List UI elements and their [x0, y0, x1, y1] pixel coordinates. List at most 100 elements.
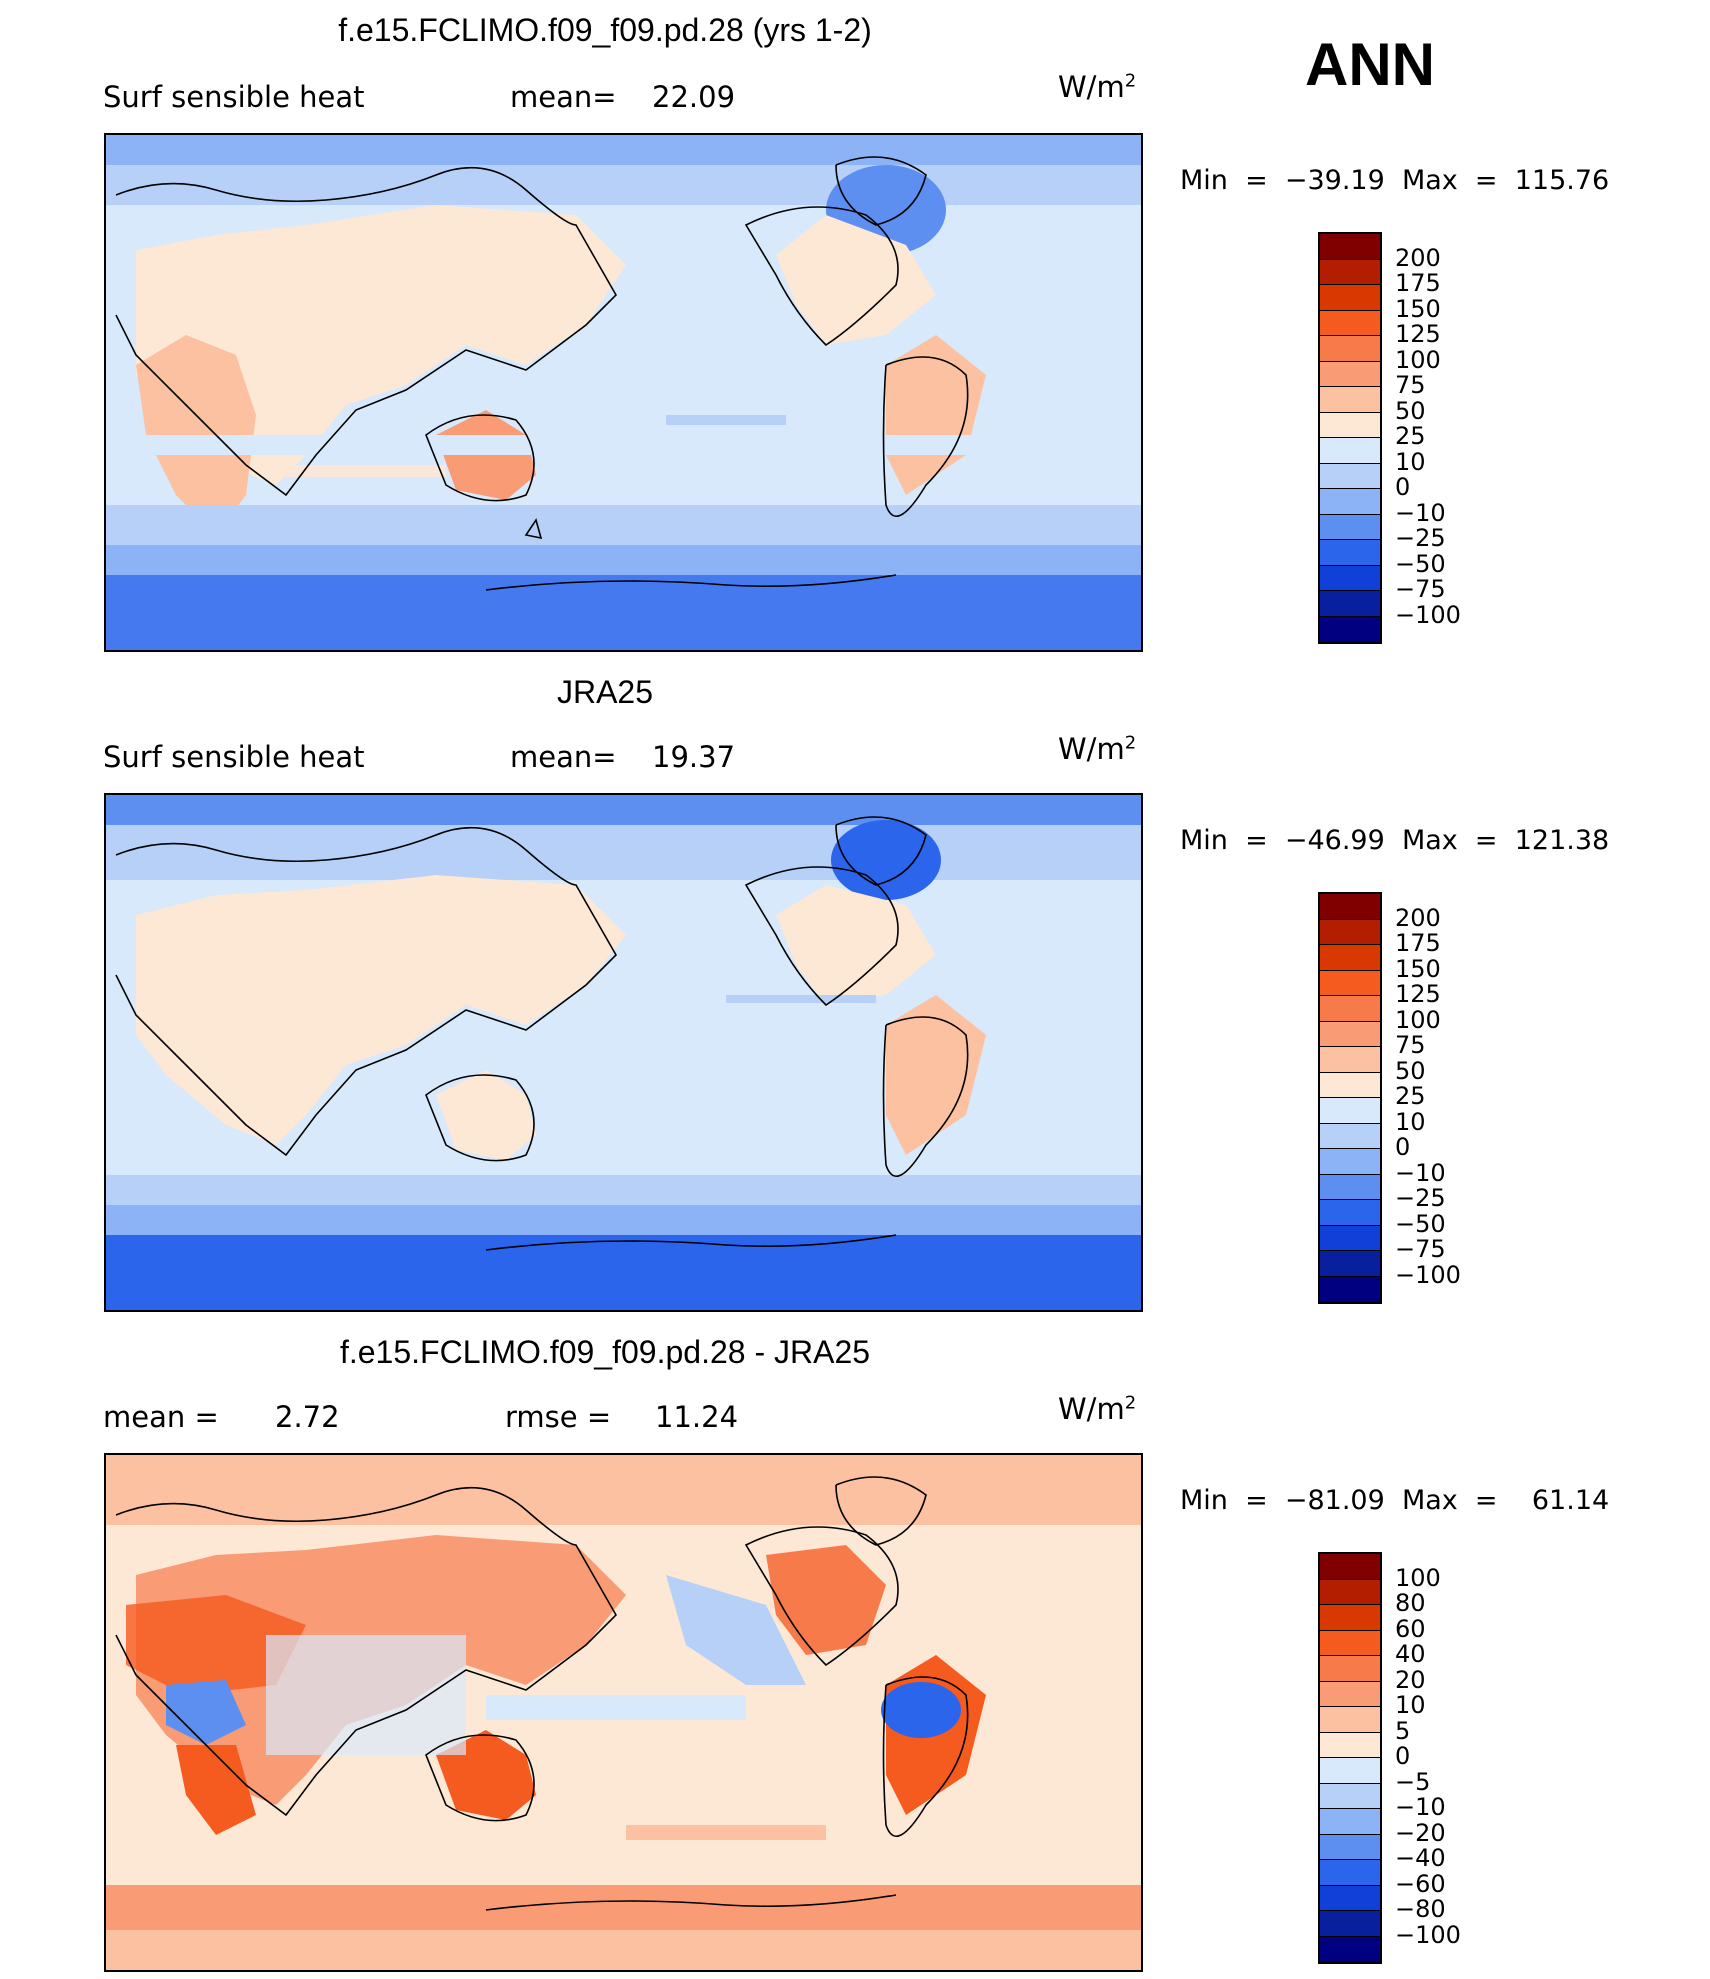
colorbar-box: [1320, 1579, 1380, 1605]
colorbar-box: [1320, 540, 1380, 566]
colorbar-label: −10: [1395, 1158, 1446, 1187]
panel-3-units-base: W/m: [1058, 1392, 1125, 1426]
colorbar-label: −25: [1395, 524, 1446, 552]
colorbar-label: 25: [1395, 422, 1426, 450]
colorbar-box: [1320, 463, 1380, 489]
colorbar-box: [1320, 894, 1380, 920]
colorbar-label: −60: [1395, 1869, 1446, 1898]
panel-3-title: f.e15.FCLIMO.f09_f09.pd.28 - JRA25: [339, 1334, 871, 1370]
panel-3-minmax: Min = −81.09 Max = 61.14: [1180, 1485, 1610, 1516]
colorbar-label: 50: [1395, 1056, 1426, 1085]
colorbar-box: [1320, 919, 1380, 945]
colorbar-box: [1320, 1554, 1380, 1580]
colorbar-label: 50: [1395, 396, 1426, 425]
panel-2-title: JRA25: [556, 674, 654, 710]
colorbar-label: −50: [1395, 549, 1446, 578]
colorbar-label: −25: [1395, 1184, 1446, 1212]
colorbar-box: [1320, 1276, 1380, 1302]
colorbar-label: 175: [1395, 929, 1441, 957]
colorbar-label: 125: [1395, 320, 1441, 348]
colorbar-box: [1320, 310, 1380, 336]
colorbar-label: 100: [1395, 1005, 1441, 1034]
colorbar-label: 200: [1395, 243, 1441, 272]
colorbar-label: 200: [1395, 903, 1441, 932]
colorbar-label: −50: [1395, 1209, 1446, 1238]
panel-3-colorbar: [1318, 1552, 1382, 1964]
colorbar-label: 10: [1395, 1691, 1426, 1719]
panel-2-mean-label: mean=: [510, 740, 617, 774]
colorbar-box: [1320, 234, 1380, 260]
colorbar-box: [1320, 1656, 1380, 1682]
colorbar-label: 125: [1395, 980, 1441, 1008]
colorbar-label: −20: [1395, 1818, 1446, 1847]
colorbar-box: [1320, 1098, 1380, 1124]
colorbar-label: 25: [1395, 1082, 1426, 1110]
panel-1-colorbar: [1318, 232, 1382, 644]
colorbar-box: [1320, 565, 1380, 591]
colorbar-box: [1320, 412, 1380, 438]
colorbar-box: [1320, 1936, 1380, 1962]
panel-2-colorbar: [1318, 892, 1382, 1304]
colorbar-box: [1320, 1072, 1380, 1098]
colorbar-box: [1320, 1783, 1380, 1809]
colorbar-label: −100: [1395, 600, 1461, 629]
colorbar-box: [1320, 1707, 1380, 1733]
panel-2-minmax: Min = −46.99 Max = 121.38: [1180, 825, 1610, 856]
colorbar-box: [1320, 489, 1380, 515]
colorbar-box: [1320, 970, 1380, 996]
colorbar-label: 80: [1395, 1589, 1426, 1617]
colorbar-label: −80: [1395, 1895, 1446, 1923]
colorbar-box: [1320, 285, 1380, 311]
colorbar-label: −75: [1395, 575, 1446, 603]
panel-3-rmse-label: rmse =: [505, 1400, 612, 1434]
panel-2-map: [104, 793, 1143, 1312]
panel-1-mean-value: 22.09: [652, 80, 736, 114]
colorbar-box: [1320, 591, 1380, 617]
colorbar-box: [1320, 1809, 1380, 1835]
colorbar-box: [1320, 1732, 1380, 1758]
colorbar-box: [1320, 438, 1380, 464]
colorbar-box: [1320, 1047, 1380, 1073]
colorbar-label: 175: [1395, 269, 1441, 297]
colorbar-label: 0: [1395, 1133, 1411, 1161]
panel-3-units-exp: 2: [1124, 1392, 1137, 1414]
colorbar-label: 10: [1395, 447, 1426, 476]
colorbar-label: 0: [1395, 473, 1411, 501]
colorbar-box: [1320, 616, 1380, 642]
panel-2-units: W/m2: [1058, 732, 1136, 766]
colorbar-label: −10: [1395, 498, 1446, 527]
panel-3-rmse-value: 11.24: [655, 1400, 739, 1434]
colorbar-label: −40: [1395, 1844, 1446, 1872]
colorbar-label: 75: [1395, 1031, 1426, 1059]
panel-1-units: W/m2: [1058, 70, 1136, 104]
panel-1-map: [104, 133, 1143, 652]
colorbar-box: [1320, 1758, 1380, 1784]
colorbar-box: [1320, 1834, 1380, 1860]
colorbar-box: [1320, 1605, 1380, 1631]
colorbar-box: [1320, 1681, 1380, 1707]
panel-2-units-exp: 2: [1124, 732, 1137, 754]
colorbar-label: −100: [1395, 1260, 1461, 1289]
panel-2-mean-value: 19.37: [652, 740, 736, 774]
colorbar-label: 5: [1395, 1716, 1411, 1745]
colorbar-box: [1320, 996, 1380, 1022]
colorbar-label: 10: [1395, 1107, 1426, 1136]
colorbar-label: 0: [1395, 1742, 1411, 1770]
colorbar-box: [1320, 1149, 1380, 1175]
colorbar-box: [1320, 1885, 1380, 1911]
colorbar-box: [1320, 387, 1380, 413]
season-label: ANN: [1305, 31, 1435, 98]
colorbar-label: 150: [1395, 954, 1441, 983]
colorbar-box: [1320, 1630, 1380, 1656]
colorbar-box: [1320, 1860, 1380, 1886]
colorbar-label: 100: [1395, 1563, 1441, 1592]
panel-1-units-base: W/m: [1058, 70, 1125, 104]
colorbar-label: 60: [1395, 1614, 1426, 1643]
panel-1-units-exp: 2: [1124, 70, 1137, 92]
colorbar-label: 150: [1395, 294, 1441, 323]
colorbar-label: −5: [1395, 1767, 1431, 1796]
colorbar-box: [1320, 514, 1380, 540]
colorbar-box: [1320, 1021, 1380, 1047]
colorbar-box: [1320, 259, 1380, 285]
colorbar-box: [1320, 336, 1380, 362]
